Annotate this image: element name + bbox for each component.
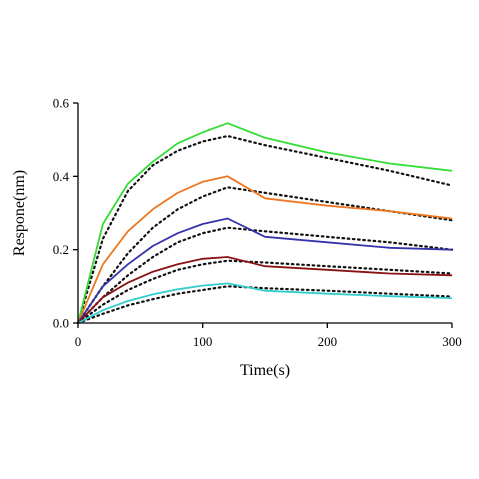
fit-line-3: [76, 226, 454, 325]
measured-line-3: [77, 217, 453, 324]
series-group: [76, 122, 454, 325]
measured-line-4: [77, 256, 453, 324]
fit-line-1: [76, 134, 454, 325]
y-axis-title: Respone(nm): [11, 170, 28, 256]
x-tick-label: 0: [75, 334, 82, 349]
measured-line-1: [77, 122, 453, 324]
y-tick-label: 0.4: [53, 169, 70, 184]
fit-line-4: [76, 259, 454, 325]
fit-line-5: [76, 285, 454, 325]
x-tick-label: 100: [193, 334, 213, 349]
y-ticks: 0.0 0.2 0.4 0.6: [53, 96, 78, 331]
measured-line-5: [77, 282, 453, 324]
y-tick-label: 0.0: [53, 316, 69, 331]
fit-line-2: [76, 186, 454, 325]
x-axis-title: Time(s): [240, 362, 290, 379]
y-tick-label: 0.2: [53, 242, 69, 257]
measured-line-2: [77, 175, 453, 324]
x-ticks: 0 100 200 300: [75, 323, 462, 349]
x-tick-label: 300: [442, 334, 462, 349]
x-tick-label: 200: [318, 334, 338, 349]
y-tick-label: 0.6: [53, 96, 70, 111]
plot-area: 0.0 0.2 0.4 0.6 0 100 200 300: [53, 96, 462, 350]
